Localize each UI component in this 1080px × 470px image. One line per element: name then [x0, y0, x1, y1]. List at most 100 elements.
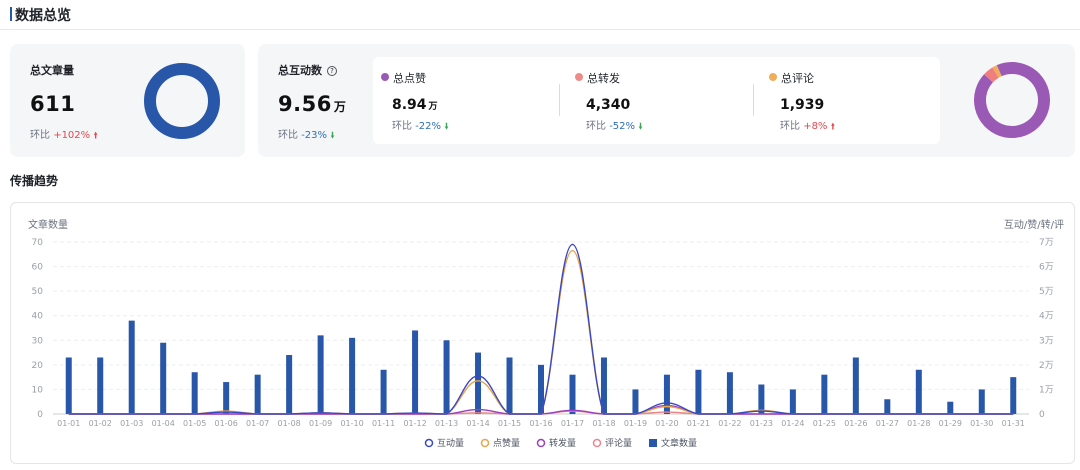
x-tick-label: 01-07	[246, 419, 269, 428]
legend-label[interactable]: 点赞量	[493, 437, 520, 449]
x-tick-label: 01-04	[152, 419, 175, 428]
bar[interactable]	[695, 369, 702, 414]
left-tick-label: 20	[32, 361, 44, 371]
articles-label: 总文章量	[30, 64, 74, 77]
likes-mom-label: 环比	[392, 121, 412, 132]
bar[interactable]	[947, 401, 954, 414]
legend-label[interactable]: 互动量	[437, 438, 464, 449]
legend-label[interactable]: 评论量	[605, 437, 632, 449]
legend-marker	[592, 438, 602, 448]
x-tick-label: 01-16	[529, 419, 552, 428]
x-tick-label: 01-21	[687, 419, 710, 428]
legend-marker	[424, 438, 434, 448]
legend-marker	[536, 438, 546, 448]
left-tick-label: 40	[32, 312, 44, 322]
bar[interactable]	[191, 372, 198, 414]
donut-slice	[992, 65, 1002, 78]
articles-donut-ring	[144, 63, 220, 139]
bar[interactable]	[569, 374, 576, 414]
x-tick-label: 01-11	[372, 419, 395, 428]
bar[interactable]	[254, 374, 261, 414]
arrow-down-icon: 🠛	[444, 122, 449, 132]
bar[interactable]	[65, 357, 72, 414]
x-tick-label: 01-08	[278, 419, 301, 428]
x-tick-label: 01-26	[844, 419, 867, 428]
left-tick-label: 0	[37, 410, 43, 420]
left-tick-label: 50	[32, 287, 44, 297]
bar[interactable]	[821, 374, 828, 414]
left-tick-label: 70	[32, 238, 44, 248]
bar[interactable]	[726, 372, 733, 414]
legend-label[interactable]: 文章数量	[661, 437, 697, 449]
comments-value: 1,939	[780, 97, 825, 113]
legend-label[interactable]: 转发量	[549, 437, 576, 449]
x-tick-label: 01-20	[655, 419, 678, 428]
comments-mom: 环比 +8% 🠙	[780, 117, 835, 135]
right-tick-label: 0	[1039, 410, 1045, 420]
bar[interactable]	[349, 337, 356, 414]
trend-title: 传播趋势	[10, 174, 59, 188]
interactions-mom-value: -23%	[301, 130, 328, 141]
x-tick-label: 01-05	[183, 419, 206, 428]
bar[interactable]	[412, 330, 419, 414]
likes-label: 总点赞	[393, 72, 426, 85]
interactions-label-row: 总互动数?	[278, 62, 337, 78]
bar[interactable]	[317, 335, 324, 414]
x-tick-label: 01-06	[215, 419, 238, 428]
x-tick-label: 01-10	[340, 419, 363, 428]
bar[interactable]	[632, 389, 639, 414]
bar[interactable]	[380, 369, 387, 414]
interactions-mom-label: 环比	[278, 130, 298, 141]
bar[interactable]	[286, 355, 293, 414]
bar[interactable]	[600, 357, 607, 414]
bar[interactable]	[884, 399, 891, 414]
interactions-value: 9.56	[278, 92, 332, 116]
bar[interactable]	[1010, 377, 1017, 414]
interactions-label: 总互动数	[278, 64, 322, 77]
articles-card: 总文章量 611 环比 +102% 🠙	[10, 44, 245, 157]
bar[interactable]	[475, 352, 482, 414]
articles-mom: 环比 +102% 🠙	[30, 126, 98, 144]
likes-value: 8.94	[392, 97, 427, 113]
donut-slice	[984, 67, 999, 83]
question-circle-icon[interactable]: ?	[327, 66, 337, 76]
arrow-up-icon: 🠙	[830, 122, 836, 132]
right-tick-label: 4万	[1039, 312, 1054, 322]
arrow-down-icon: 🠛	[638, 122, 643, 132]
articles-mom-label: 环比	[30, 130, 50, 141]
x-tick-label: 01-13	[435, 419, 458, 428]
bar[interactable]	[915, 369, 922, 414]
bar[interactable]	[223, 382, 230, 414]
articles-donut	[144, 63, 220, 139]
bar[interactable]	[663, 374, 670, 414]
x-tick-label: 01-25	[813, 419, 836, 428]
divider	[559, 84, 560, 116]
right-tick-label: 2万	[1039, 361, 1054, 371]
divider	[753, 84, 754, 116]
bar[interactable]	[97, 357, 104, 414]
articles-value: 611	[30, 92, 76, 116]
bar[interactable]	[758, 384, 765, 414]
comments-dot	[769, 73, 777, 81]
interactions-value-row: 9.56 万	[278, 92, 346, 116]
bar[interactable]	[538, 364, 544, 414]
x-tick-label: 01-24	[781, 419, 804, 428]
interactions-unit: 万	[333, 100, 347, 114]
bar[interactable]	[506, 357, 513, 414]
bar[interactable]	[443, 340, 450, 414]
legend-marker	[649, 439, 657, 447]
likes-unit: 万	[428, 102, 438, 112]
likes-metric: 总点赞 8.94 万 环比 -22% 🠛	[373, 57, 558, 144]
x-tick-label: 01-01	[57, 419, 80, 428]
bar[interactable]	[852, 357, 859, 414]
x-tick-label: 01-30	[970, 419, 993, 428]
bar[interactable]	[160, 342, 167, 414]
series-line[interactable]	[68, 243, 1014, 415]
bar[interactable]	[789, 389, 796, 414]
bar[interactable]	[978, 389, 985, 414]
bar[interactable]	[128, 320, 135, 414]
page-header: 数据总览	[0, 0, 1080, 30]
x-tick-label: 01-15	[498, 419, 521, 428]
x-tick-label: 01-31	[1002, 419, 1025, 428]
x-tick-label: 01-23	[750, 419, 773, 428]
